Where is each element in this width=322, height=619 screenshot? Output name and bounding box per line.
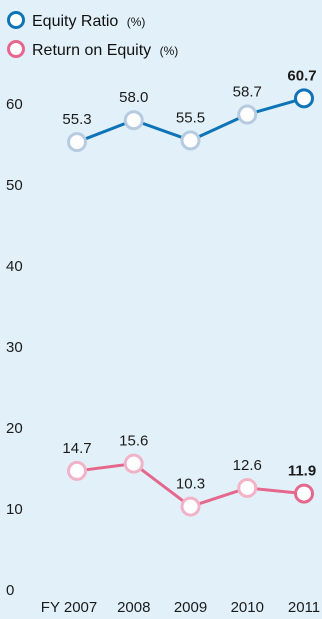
data-point-equity-ratio — [123, 110, 144, 131]
y-tick-label: 40 — [6, 258, 23, 275]
data-point-equity-ratio — [237, 104, 258, 125]
data-label-return-on-equity: 11.9 — [288, 463, 316, 480]
legend-unit-equity-ratio: (%) — [127, 15, 146, 29]
svg-text:Equity Ratio (%): Equity Ratio (%) — [32, 13, 145, 30]
data-label-equity-ratio: 58.7 — [233, 84, 262, 101]
data-label-return-on-equity: 12.6 — [233, 457, 262, 474]
data-point-return-on-equity — [67, 460, 87, 481]
y-tick-label: 60 — [6, 96, 23, 113]
y-axis: 0 10 20 30 40 50 60 — [6, 96, 23, 599]
legend-item-return-on-equity: Return on Equity (%) — [7, 40, 178, 59]
data-point-return-on-equity — [294, 483, 314, 504]
series-return-on-equity: 14.7 15.6 10.3 12.6 11.9 — [62, 433, 316, 517]
data-point-equity-ratio — [294, 88, 314, 109]
data-label-equity-ratio: 55.5 — [176, 109, 205, 126]
data-label-equity-ratio: 55.3 — [62, 111, 91, 128]
legend-item-equity-ratio: Equity Ratio (%) — [7, 11, 145, 30]
data-label-equity-ratio: 58.0 — [119, 89, 148, 106]
y-tick-label: 30 — [6, 339, 23, 356]
data-point-return-on-equity — [123, 453, 144, 474]
x-tick-label: 2011 — [288, 599, 320, 616]
legend-unit-return-on-equity: (%) — [160, 44, 179, 58]
legend-label-return-on-equity: Return on Equity — [32, 42, 151, 59]
legend-label-equity-ratio: Equity Ratio — [32, 13, 118, 30]
svg-text:Return on Equity (%): Return on Equity (%) — [32, 42, 178, 59]
x-axis: FY 2007 2008 2009 2010 2011 — [41, 599, 320, 616]
y-tick-label: 20 — [6, 420, 23, 437]
data-label-return-on-equity: 15.6 — [119, 433, 148, 450]
x-tick-label: FY 2007 — [41, 599, 97, 616]
x-tick-label: 2008 — [117, 599, 150, 616]
legend-marker-return-on-equity — [7, 40, 25, 58]
y-tick-label: 0 — [6, 582, 14, 599]
series-equity-ratio: 55.3 58.0 55.5 58.7 60.7 — [62, 67, 317, 153]
data-label-equity-ratio: 60.7 — [287, 67, 316, 84]
data-point-equity-ratio — [180, 130, 201, 151]
legend-marker-equity-ratio — [7, 11, 25, 29]
data-label-return-on-equity: 14.7 — [62, 440, 91, 457]
y-tick-label: 10 — [6, 501, 23, 518]
data-point-equity-ratio — [67, 132, 87, 153]
x-tick-label: 2009 — [174, 599, 207, 616]
data-point-return-on-equity — [237, 477, 258, 498]
y-tick-label: 50 — [6, 177, 23, 194]
data-label-return-on-equity: 10.3 — [176, 476, 205, 493]
x-tick-label: 2010 — [231, 599, 264, 616]
legend: Equity Ratio (%) Return on Equity (%) — [7, 11, 178, 59]
data-point-return-on-equity — [180, 496, 201, 517]
series-layer: 55.3 58.0 55.5 58.7 60.7 14.7 15.6 10.3 12.6 11.9 — [62, 67, 317, 517]
